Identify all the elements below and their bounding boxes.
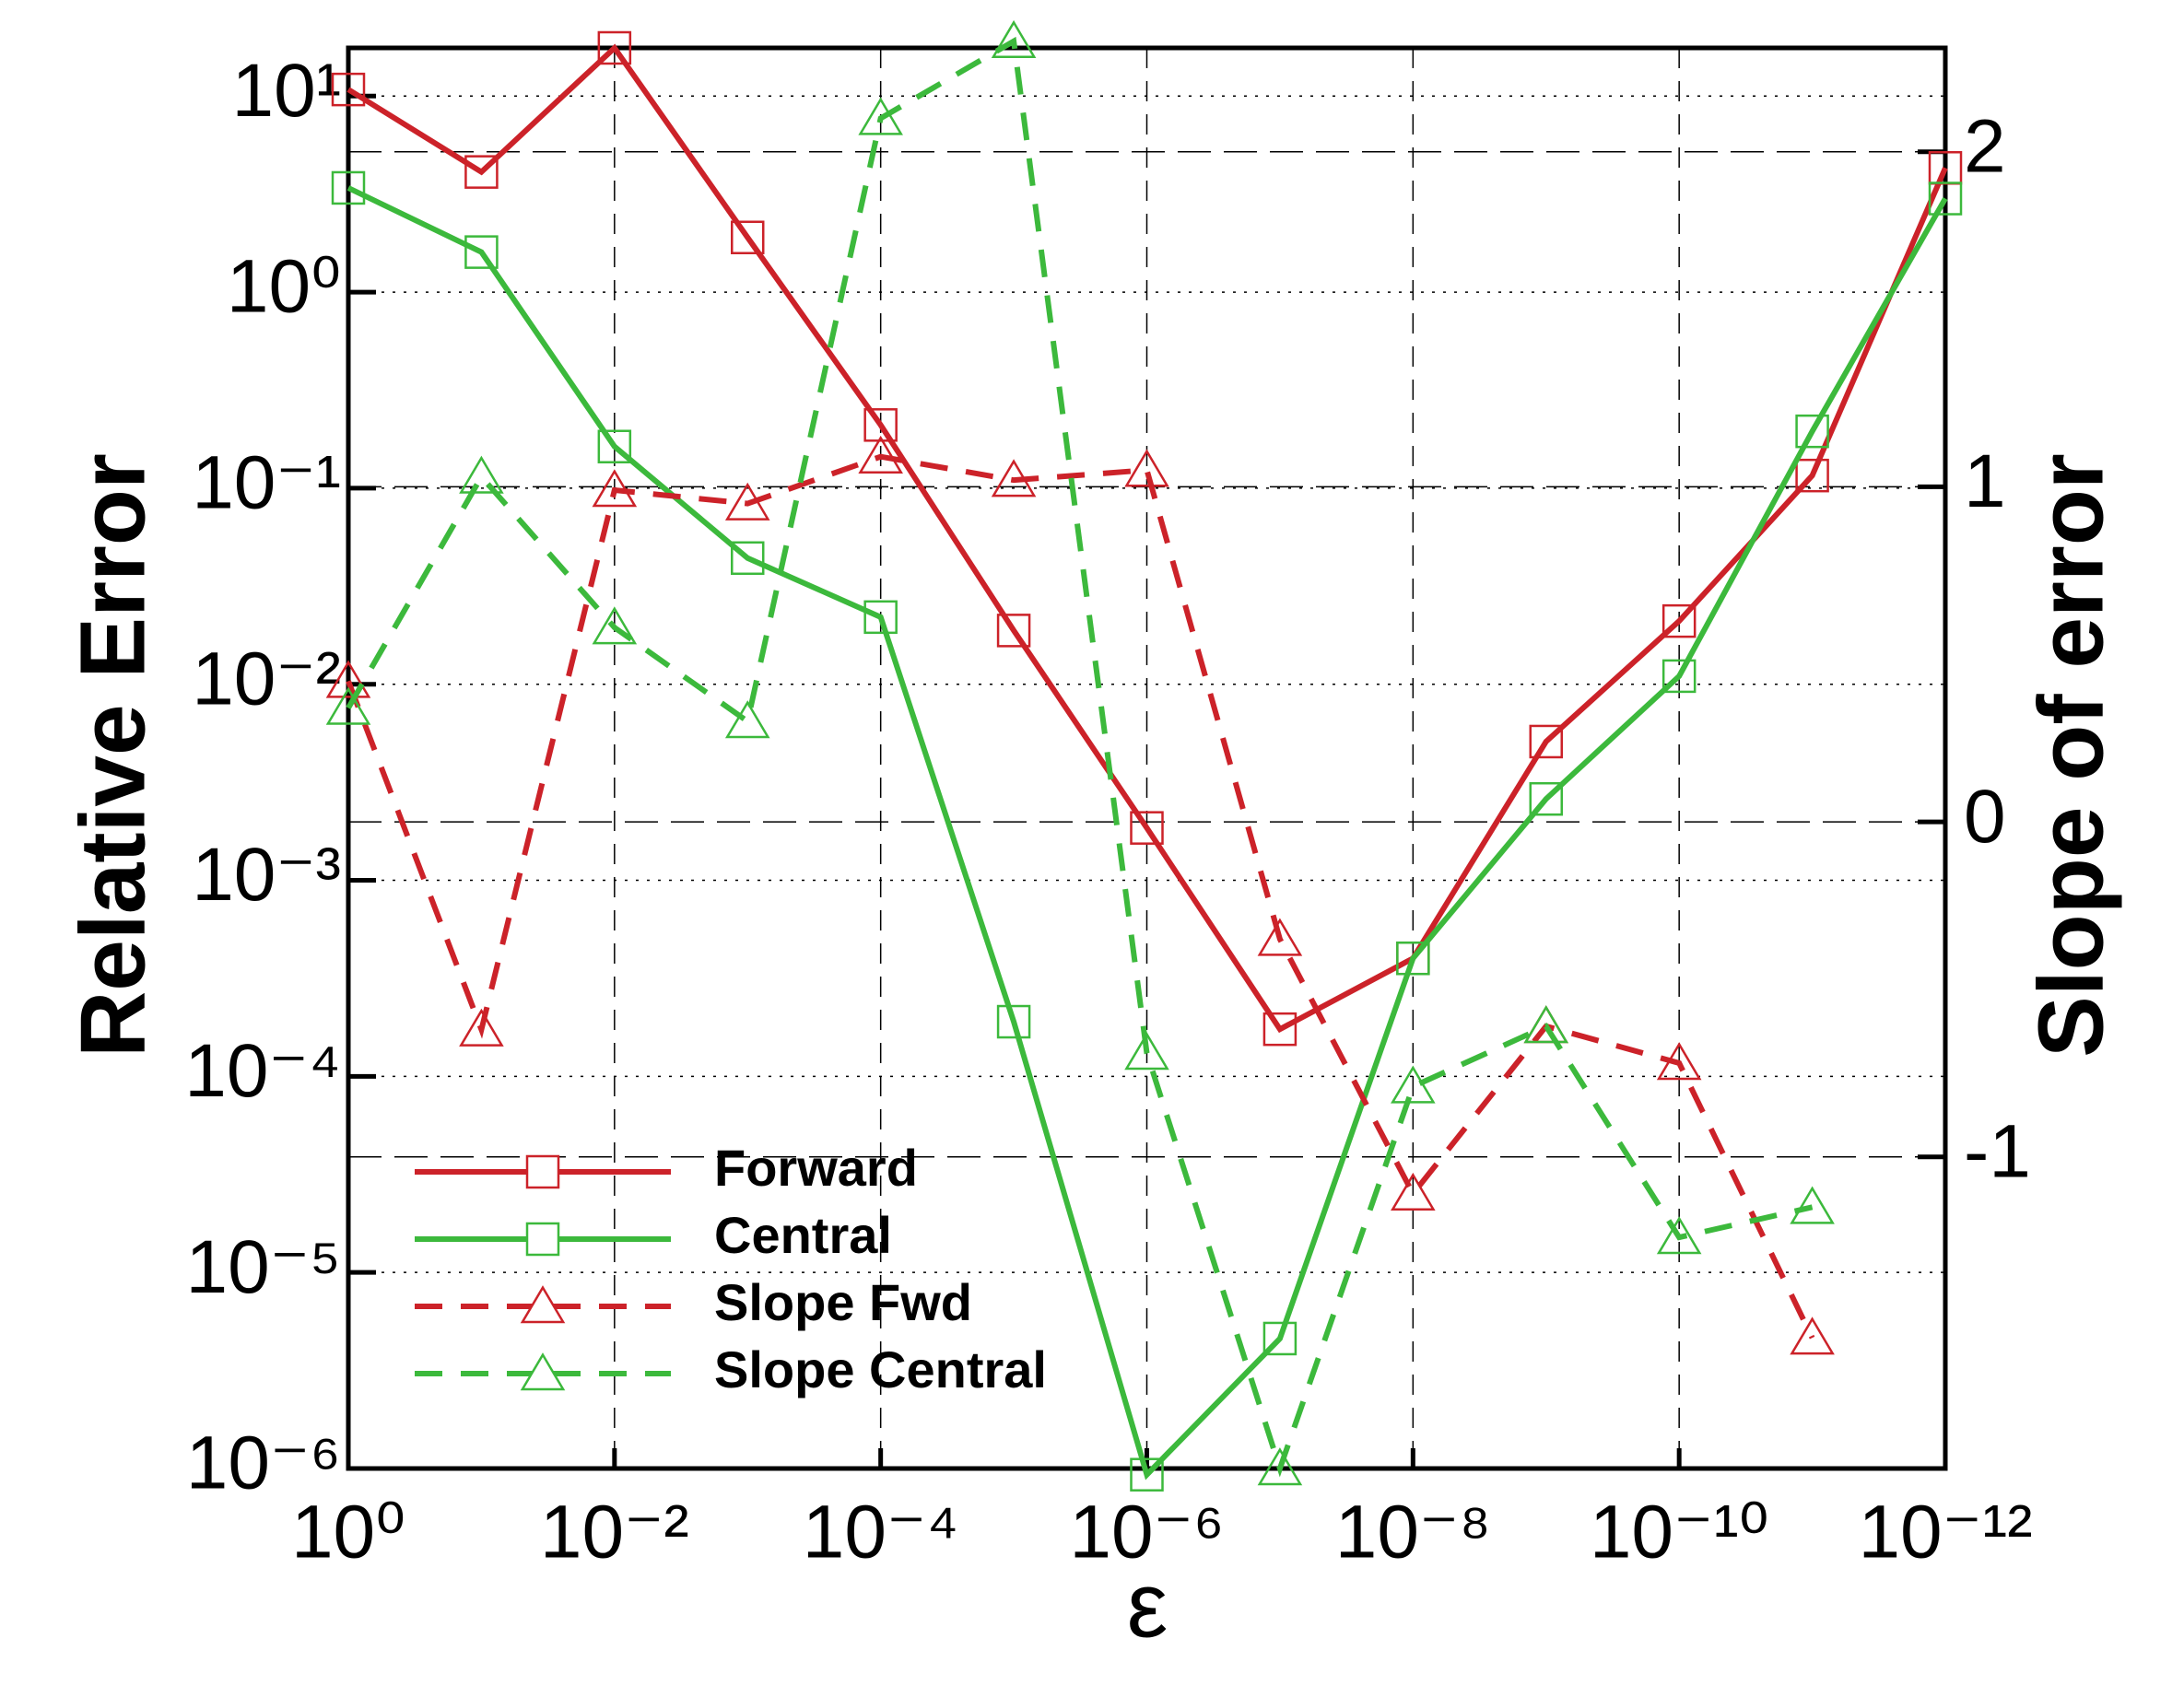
y2-tick-label: 0: [1964, 775, 2006, 859]
legend-label: Slope Fwd: [714, 1273, 972, 1331]
y-tick-label: 10⁻⁶: [186, 1422, 341, 1505]
x-tick-label: 10⁻¹²: [1858, 1491, 2032, 1574]
y-tick-label: 10⁻⁵: [186, 1225, 341, 1309]
marker: [331, 170, 366, 205]
x-tick-label: 10⁻⁸: [1335, 1491, 1491, 1574]
marker: [858, 435, 903, 474]
marker: [1262, 1321, 1297, 1356]
marker: [459, 455, 504, 494]
y2-axis-title: Slope of error: [2019, 453, 2122, 1058]
marker: [1124, 449, 1169, 487]
marker: [464, 155, 499, 189]
marker: [1656, 1042, 1702, 1081]
series-line: [346, 36, 1814, 1478]
marker: [325, 660, 371, 698]
marker: [1130, 1457, 1164, 1492]
x-tick-label: 10⁰: [291, 1491, 405, 1574]
y-tick-label: 10¹: [231, 49, 341, 133]
marker: [597, 30, 632, 65]
y2-tick-label: 1: [1964, 439, 2006, 523]
marker: [731, 541, 765, 576]
marker: [863, 408, 898, 442]
y2-tick-label: -1: [1964, 1109, 2031, 1193]
marker: [1262, 1012, 1297, 1047]
marker: [991, 459, 1037, 497]
marker: [1529, 724, 1563, 759]
y-tick-label: 10⁻¹: [192, 441, 341, 525]
marker: [1529, 781, 1563, 816]
marker: [1795, 458, 1829, 493]
legend-marker: [525, 1154, 560, 1189]
legend-marker: [525, 1222, 560, 1257]
x-tick-label: 10⁻⁶: [1069, 1491, 1224, 1574]
marker: [996, 614, 1031, 648]
marker: [1790, 1316, 1835, 1355]
legend-marker: [520, 1285, 566, 1324]
legend-label: Forward: [714, 1139, 918, 1197]
marker: [724, 482, 770, 521]
series-line: [346, 453, 1815, 1340]
marker: [991, 19, 1037, 58]
marker: [1257, 1447, 1303, 1486]
marker: [1391, 1065, 1436, 1104]
marker: [1391, 1172, 1436, 1211]
marker: [1257, 918, 1303, 956]
marker: [1523, 1005, 1569, 1044]
marker: [858, 97, 903, 135]
marker: [464, 235, 499, 269]
legend-marker: [520, 1352, 566, 1391]
marker: [459, 1008, 504, 1047]
y-tick-label: 10⁻³: [192, 833, 341, 917]
y2-tick-label: 2: [1964, 104, 2006, 188]
series-line: [346, 43, 1948, 1034]
x-tick-label: 10⁻²: [540, 1491, 689, 1574]
y-tick-label: 10⁻⁴: [184, 1029, 341, 1113]
marker: [1124, 1032, 1169, 1071]
series-line: [346, 185, 1948, 1480]
marker: [863, 600, 898, 635]
marker: [325, 686, 371, 725]
marker: [592, 469, 638, 508]
x-tick-label: 10⁻⁴: [803, 1491, 959, 1574]
marker: [996, 1004, 1031, 1039]
x-axis-title: ε: [1127, 1553, 1168, 1656]
y-tick-label: 10⁻²: [192, 637, 341, 720]
marker: [597, 429, 632, 463]
marker: [731, 220, 765, 254]
marker: [592, 606, 638, 645]
y-axis-title: Relative Error: [61, 453, 164, 1058]
marker: [1130, 811, 1164, 845]
y-tick-label: 10⁰: [227, 245, 341, 329]
marker: [331, 72, 366, 107]
legend-label: Central: [714, 1206, 892, 1264]
marker: [1396, 941, 1430, 976]
marker: [1661, 659, 1697, 694]
legend-label: Slope Central: [714, 1340, 1047, 1398]
x-tick-label: 10⁻¹⁰: [1590, 1491, 1769, 1574]
marker: [1790, 1186, 1835, 1224]
marker: [1661, 603, 1697, 638]
marker: [1928, 181, 1963, 216]
marker: [1795, 414, 1829, 449]
marker: [724, 700, 770, 739]
marker: [1656, 1216, 1702, 1255]
